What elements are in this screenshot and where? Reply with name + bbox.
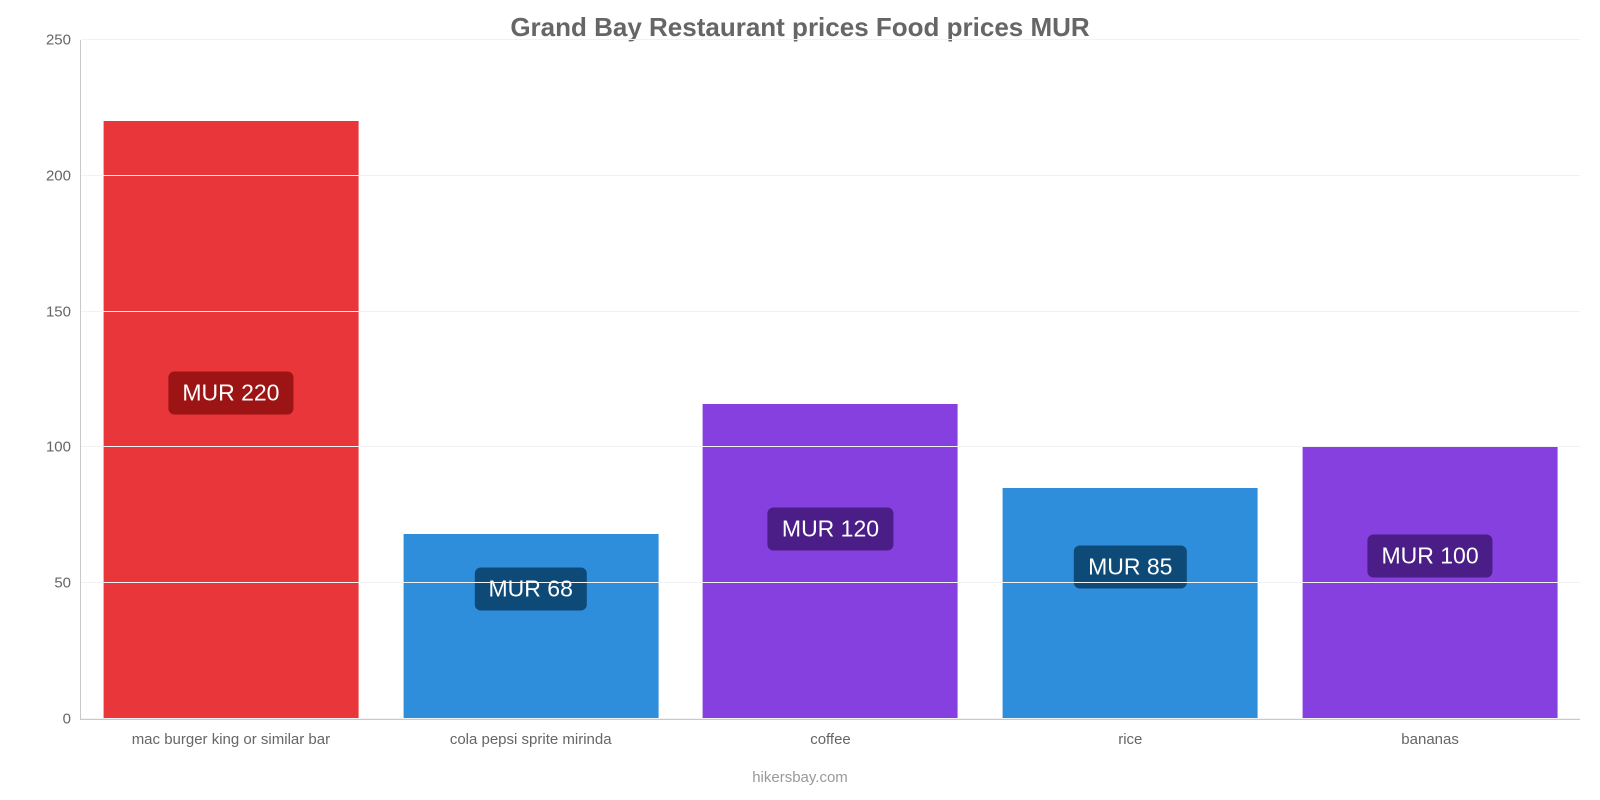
gridline xyxy=(81,175,1580,176)
gridline xyxy=(81,446,1580,447)
bar-slot: MUR 68cola pepsi sprite mirinda xyxy=(381,40,681,719)
y-tick-label: 50 xyxy=(54,575,81,592)
bar-slot: MUR 85rice xyxy=(980,40,1280,719)
x-tick-label: mac burger king or similar bar xyxy=(132,719,330,748)
y-tick-label: 200 xyxy=(46,167,81,184)
bar-slot: MUR 220mac burger king or similar bar xyxy=(81,40,381,719)
gridline xyxy=(81,39,1580,40)
x-tick-label: bananas xyxy=(1401,719,1459,748)
bar xyxy=(103,121,358,719)
gridline xyxy=(81,311,1580,312)
value-label: MUR 120 xyxy=(768,507,893,550)
bar-slot: MUR 100bananas xyxy=(1280,40,1580,719)
bar xyxy=(703,404,958,719)
y-tick-label: 0 xyxy=(63,711,81,728)
x-tick-label: rice xyxy=(1118,719,1142,748)
bar xyxy=(403,534,658,719)
bar xyxy=(1003,488,1258,719)
x-tick-label: coffee xyxy=(810,719,851,748)
bars-container: MUR 220mac burger king or similar barMUR… xyxy=(81,40,1580,719)
chart-footer: hikersbay.com xyxy=(0,769,1600,786)
bar-slot: MUR 120coffee xyxy=(681,40,981,719)
y-tick-label: 150 xyxy=(46,303,81,320)
y-tick-label: 250 xyxy=(46,32,81,49)
plot-area: MUR 220mac burger king or similar barMUR… xyxy=(80,40,1580,720)
y-tick-label: 100 xyxy=(46,439,81,456)
value-label: MUR 68 xyxy=(475,567,587,610)
value-label: MUR 100 xyxy=(1368,535,1493,578)
gridline xyxy=(81,582,1580,583)
x-tick-label: cola pepsi sprite mirinda xyxy=(450,719,612,748)
value-label: MUR 220 xyxy=(168,372,293,415)
gridline xyxy=(81,718,1580,719)
bar-chart: Grand Bay Restaurant prices Food prices … xyxy=(0,0,1600,800)
bar xyxy=(1303,447,1558,719)
